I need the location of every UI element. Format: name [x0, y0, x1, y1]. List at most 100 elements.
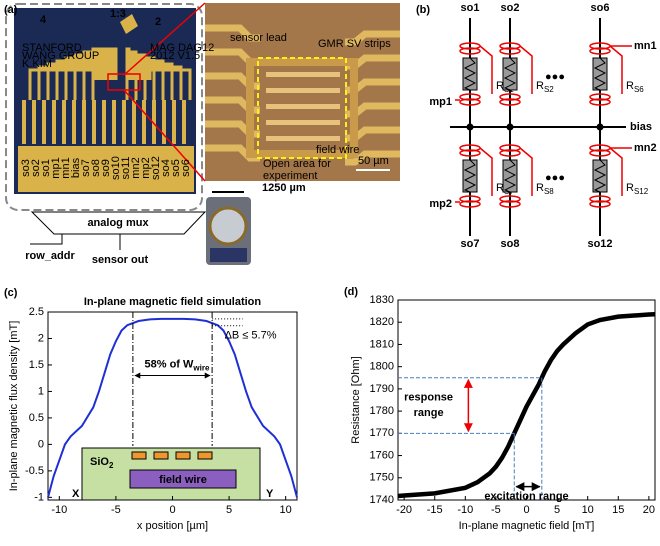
wire	[30, 234, 63, 245]
callout: experiment	[263, 170, 317, 182]
lead	[205, 24, 260, 42]
lead	[205, 96, 260, 114]
pin-label: so4	[160, 159, 172, 177]
coil	[589, 47, 611, 55]
x-axis-label: In-plane magnetic field [mT]	[459, 520, 595, 532]
node-dot	[506, 123, 514, 131]
x-tick-label: -10	[457, 504, 473, 516]
resistor-label: RS8	[536, 182, 554, 196]
chip-text: 2012 V1.5	[150, 50, 200, 62]
coil-wire	[479, 45, 493, 94]
gmr-strip	[266, 136, 340, 141]
so-label: so6	[591, 2, 610, 14]
so-label: so7	[461, 238, 480, 250]
panel-label: (c)	[4, 287, 18, 299]
resistor-label-main: R	[626, 182, 634, 194]
end-label: X	[72, 488, 80, 500]
y-tick-label: 1820	[370, 316, 394, 328]
trace	[28, 68, 97, 100]
strips	[205, 24, 400, 166]
chip-frame	[5, 3, 203, 211]
coil	[459, 195, 481, 203]
resistor-zigzag	[463, 57, 477, 91]
width-label-main: 58% of W	[145, 358, 195, 370]
zoom-line	[123, 2, 206, 76]
trace	[42, 100, 46, 144]
trace	[130, 50, 138, 100]
so-label: so8	[501, 238, 520, 250]
y-tick-label: 2.5	[29, 306, 44, 318]
strip	[175, 451, 191, 460]
coil	[459, 98, 481, 106]
trace	[32, 100, 36, 144]
y-axis-label: In-plane magnetic flux density [mT]	[8, 321, 20, 492]
y-tick-label: 0.5	[29, 412, 44, 424]
so-label: so12	[587, 238, 612, 250]
so-label: so2	[501, 2, 520, 14]
coil-wire	[479, 147, 493, 196]
trace	[37, 65, 100, 100]
pin-label: so6	[180, 159, 192, 177]
y-tick-label: 1810	[370, 338, 394, 350]
zoom-line	[123, 89, 206, 182]
panel-label: (d)	[344, 286, 358, 298]
mag-label: mp2	[429, 198, 452, 210]
coil	[459, 200, 481, 208]
trace	[152, 100, 156, 144]
y-tick-label: 2	[38, 332, 44, 344]
chart-title: In-plane magnetic field simulation	[84, 296, 262, 308]
x-tick-label: -20	[396, 504, 412, 516]
pin-label: mn2	[130, 157, 142, 178]
callout: Open area for	[263, 158, 331, 170]
x-tick-label: -5	[491, 504, 501, 516]
coil	[499, 200, 521, 208]
pin-label: so2	[30, 159, 42, 177]
coil-wire	[519, 147, 533, 196]
chip-mark: 2	[155, 16, 161, 28]
pin-label: so3	[20, 159, 32, 177]
x-tick-label: 5	[554, 504, 560, 516]
pin-label: so11	[120, 156, 132, 179]
trace	[132, 100, 136, 144]
trace	[72, 100, 76, 144]
y-tick-label: 1760	[370, 449, 394, 461]
trace	[64, 56, 109, 100]
chip-text: STANFORD	[22, 42, 82, 54]
trace	[82, 50, 115, 100]
chip-text: K.KIM	[22, 58, 52, 70]
trace	[112, 100, 116, 144]
pin-label: bias	[70, 157, 82, 178]
x-tick-label: 10	[582, 504, 594, 516]
trace	[122, 100, 126, 144]
pin-label: mn1	[60, 157, 72, 178]
sio2-label-main: SiO	[90, 456, 109, 468]
node-dot	[466, 123, 474, 131]
y-tick-label: 1.5	[29, 359, 44, 371]
row-addr: row_addr	[25, 250, 75, 262]
y-tick-label: 1790	[370, 383, 394, 395]
callout: sensor lead	[230, 32, 287, 44]
response-label: range	[414, 407, 444, 419]
width-label: 58% of Wwire	[145, 358, 210, 372]
lead	[205, 72, 260, 90]
resistor-label: RS6	[626, 80, 644, 94]
sio2-label: SiO2	[90, 456, 114, 470]
resistor-zigzag	[503, 57, 517, 91]
coil	[589, 98, 611, 106]
chip-mark: 1:3	[110, 8, 126, 20]
strip	[153, 451, 169, 460]
width-label-sub: wire	[192, 364, 210, 373]
field-wire-strip	[246, 58, 358, 158]
data-line	[47, 317, 298, 498]
callout: GMR SV strips	[318, 38, 391, 50]
resistor-label: RS2	[536, 80, 554, 94]
pin-label: mp1	[50, 157, 62, 178]
mag-label: mp1	[429, 96, 452, 108]
y-axis-label: Resistance [Ohm]	[350, 356, 362, 443]
data-line	[397, 311, 656, 499]
resistor-label-sub: S12	[634, 187, 649, 196]
y-tick-label: 1830	[370, 294, 394, 306]
trace	[102, 100, 106, 144]
scale-label: 50 µm	[358, 155, 389, 167]
traces	[18, 47, 194, 192]
